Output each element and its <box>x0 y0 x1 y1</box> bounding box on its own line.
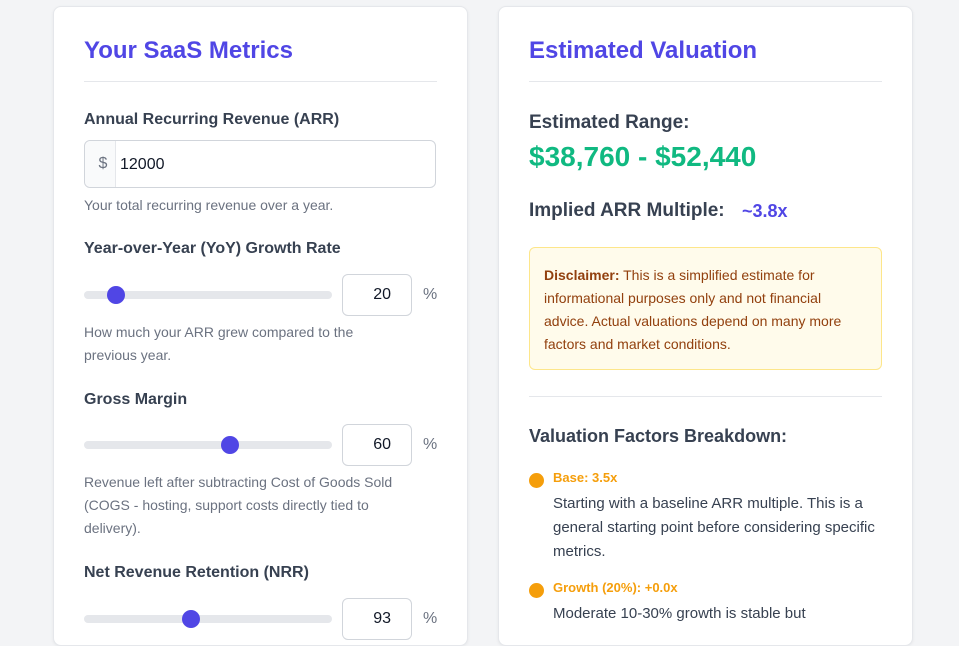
arr-help: Your total recurring revenue over a year… <box>84 197 334 213</box>
valuation-title: Estimated Valuation <box>529 37 758 64</box>
growth-number-box <box>342 274 412 316</box>
factor-description: Moderate 10-30% growth is stable but <box>553 605 806 622</box>
range-value: $38,760 - $52,440 <box>529 141 757 172</box>
gross-margin-input[interactable] <box>343 425 411 465</box>
metrics-title: Your SaaS Metrics <box>84 37 293 64</box>
nrr-input[interactable] <box>343 599 411 639</box>
growth-help: How much your ARR grew compared to the p… <box>84 324 354 363</box>
disclaimer-heading: Disclaimer: <box>544 267 620 283</box>
gross-margin-slider[interactable] <box>84 436 332 454</box>
arr-label: Annual Recurring Revenue (ARR) <box>84 111 340 128</box>
breakdown-divider <box>529 396 882 397</box>
growth-slider-thumb[interactable] <box>107 286 126 304</box>
nrr-percent-unit: % <box>423 610 438 627</box>
gross-margin-number-box <box>342 424 412 466</box>
valuation-card: Estimated Valuation Estimated Range: $38… <box>498 6 913 646</box>
nrr-label: Net Revenue Retention (NRR) <box>84 564 309 581</box>
nrr-number-box <box>342 598 412 640</box>
growth-label: Year-over-Year (YoY) Growth Rate <box>84 240 341 257</box>
factor-description: Starting with a baseline ARR multiple. T… <box>553 495 875 560</box>
growth-percent-unit: % <box>423 286 438 303</box>
disclaimer-box: Disclaimer: This is a simplified estimat… <box>529 247 882 370</box>
growth-slider[interactable] <box>84 286 332 304</box>
factor-name: Base: 3.5x <box>553 470 618 485</box>
arr-input[interactable] <box>109 141 422 189</box>
factor-name: Growth (20%): +0.0x <box>553 580 678 595</box>
arr-input-group: $ <box>84 140 436 189</box>
breakdown-title: Valuation Factors Breakdown: <box>529 426 788 446</box>
valuation-divider <box>529 81 882 82</box>
multiple-label: Implied ARR Multiple: <box>529 200 725 221</box>
growth-input[interactable] <box>343 275 411 315</box>
metrics-card: Your SaaS Metrics Annual Recurring Reven… <box>53 6 468 646</box>
range-label: Estimated Range: <box>529 112 690 133</box>
nrr-slider-thumb[interactable] <box>181 610 200 628</box>
gross-margin-help: Revenue left after subtracting Cost of G… <box>84 474 393 536</box>
gross-margin-label: Gross Margin <box>84 391 188 408</box>
factor-dot-icon <box>529 473 544 488</box>
gross-margin-percent-unit: % <box>423 436 438 453</box>
metrics-divider <box>84 81 437 82</box>
factor-dot-icon <box>529 583 544 598</box>
multiple-value: ~3.8x <box>742 201 788 221</box>
gross-margin-slider-thumb[interactable] <box>221 436 240 454</box>
disclaimer-text: This is a simplified estimate for inform… <box>544 267 842 352</box>
nrr-slider[interactable] <box>84 610 332 628</box>
